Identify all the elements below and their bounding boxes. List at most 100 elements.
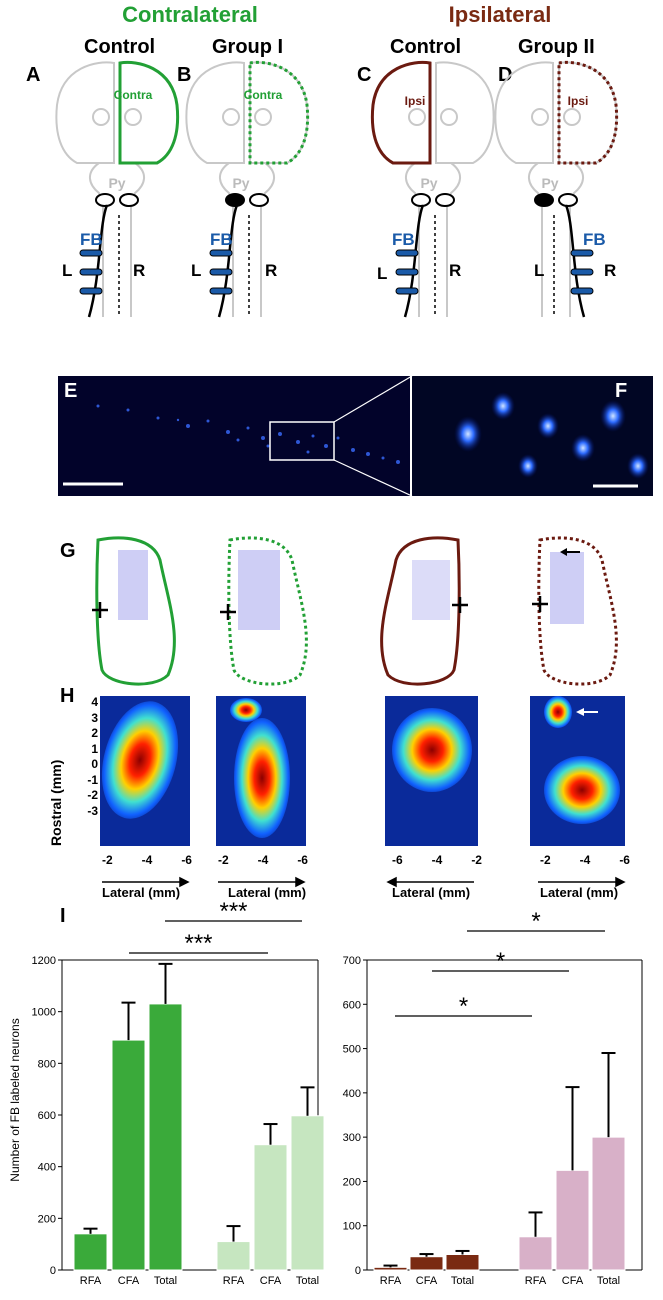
heading-ipsilateral: Ipsilateral	[448, 2, 552, 27]
heading-contralateral: Contralateral	[122, 2, 258, 27]
bar	[253, 1144, 288, 1271]
panel-letter-a: A	[26, 64, 41, 86]
y-tick-label: 700	[343, 955, 361, 967]
y-tick: 3	[91, 710, 98, 725]
category-label: RFA	[525, 1275, 547, 1287]
title-group-i: Group I	[212, 36, 284, 58]
y-tick-label: 0	[355, 1265, 361, 1277]
label-py-b: Py	[232, 175, 249, 191]
label-r-d: R	[604, 261, 617, 280]
x-ticks-h1: -2 -4 -6	[102, 853, 192, 867]
diagram-a: Contra Py	[55, 60, 180, 318]
significance-stars: *	[531, 908, 540, 935]
panel-letter-e: E	[64, 380, 78, 402]
y-tick-label: 600	[38, 1110, 56, 1122]
y-tick-label: 1000	[32, 1007, 56, 1019]
heatmaps	[100, 696, 626, 888]
y-tick-label: 200	[38, 1213, 56, 1225]
panel-letter-h: H	[60, 685, 75, 707]
diagram-d: Ipsi Py	[494, 60, 619, 318]
bar	[111, 1039, 146, 1271]
category-label: Total	[154, 1275, 177, 1287]
heatmap-y-ticks: 4 3 2 1 0 -1 -2 -3	[82, 695, 98, 819]
title-control-ipsi: Control	[390, 36, 462, 58]
x-label-h1: Lateral (mm)	[102, 885, 181, 900]
significance-stars: *	[496, 948, 505, 975]
bar	[148, 1003, 183, 1271]
title-group-ii: Group II	[518, 36, 595, 58]
cortex-maps	[92, 536, 618, 686]
bar-chart-ipsilateral: 0 100 200 300 400 500 600 700 RFA CFA Total RFA CFA T…	[343, 955, 643, 1287]
brain-diagrams: Contra Py Contra Py Ipsi Py Ipsi Py	[55, 60, 619, 318]
diagram-c: Ipsi Py	[370, 60, 495, 318]
label-r-b: R	[265, 261, 278, 280]
y-tick: 1	[91, 741, 98, 756]
x-ticks-h3: -6 -4 -2	[392, 853, 482, 867]
label-py-d: Py	[541, 175, 558, 191]
label-py-c: Py	[420, 175, 437, 191]
label-ipsi-d: Ipsi	[568, 94, 589, 108]
significance-stars: ***	[184, 930, 212, 957]
category-label: Total	[451, 1275, 474, 1287]
label-l-c: L	[377, 264, 388, 283]
label-fb-a: FB	[80, 230, 103, 249]
panel-letter-c: C	[357, 64, 372, 86]
label-contra-b: Contra	[244, 88, 283, 102]
category-label: Total	[296, 1275, 319, 1287]
y-tick: -3	[87, 803, 98, 818]
panel-letter-b: B	[177, 64, 192, 86]
bar	[445, 1254, 480, 1271]
y-tick-label: 200	[343, 1176, 361, 1188]
diagram-b: Contra Py	[185, 60, 310, 318]
y-tick: 0	[91, 757, 98, 771]
category-label: Total	[597, 1275, 620, 1287]
micrograph-e-f	[58, 376, 653, 496]
y-tick-label: 100	[343, 1221, 361, 1233]
significance-lines: *********	[129, 900, 605, 1020]
label-fb-c: FB	[392, 230, 415, 249]
label-ipsi-c: Ipsi	[405, 94, 426, 108]
x-ticks-h4: -2 -4 -6	[540, 853, 630, 867]
y-tick: 2	[91, 726, 98, 740]
y-tick: -1	[87, 772, 98, 787]
title-control-contra: Control	[84, 36, 156, 58]
bar	[409, 1256, 444, 1271]
y-tick-label: 800	[38, 1058, 56, 1070]
x-label-h2: Lateral (mm)	[228, 885, 307, 900]
y-tick-label: 1200	[32, 955, 56, 967]
label-r-c: R	[449, 261, 462, 280]
category-label: CFA	[562, 1275, 584, 1287]
y-tick-label: 600	[343, 999, 361, 1011]
bar	[373, 1266, 408, 1271]
category-label: CFA	[260, 1275, 282, 1287]
label-fb-d: FB	[583, 230, 606, 249]
label-fb-b: FB	[210, 230, 233, 249]
label-l-b: L	[191, 261, 202, 280]
x-label-h3: Lateral (mm)	[392, 885, 471, 900]
y-tick-label: 0	[50, 1265, 56, 1277]
panel-letter-f: F	[615, 380, 628, 402]
label-l-a: L	[62, 261, 73, 280]
significance-stars: ***	[219, 900, 247, 925]
label-r-a: R	[133, 261, 146, 280]
bar	[591, 1136, 626, 1271]
category-label: RFA	[80, 1275, 102, 1287]
category-label: CFA	[416, 1275, 438, 1287]
bar	[73, 1233, 108, 1271]
category-label: RFA	[380, 1275, 402, 1287]
y-tick-label: 500	[343, 1044, 361, 1056]
label-py-a: Py	[108, 175, 125, 191]
y-tick: 4	[91, 695, 98, 709]
y-tick-label: 400	[343, 1088, 361, 1100]
bar-chart-contralateral: 0 200 400 600 800 1000 1200 RFA CFA Total RFA CFA To…	[32, 955, 325, 1287]
bar	[216, 1241, 251, 1271]
label-contra-a: Contra	[114, 88, 153, 102]
panel-letter-d: D	[498, 64, 513, 86]
label-l-d: L	[534, 261, 545, 280]
panel-letter-g: G	[60, 540, 76, 562]
category-label: CFA	[118, 1275, 140, 1287]
y-tick-label: 400	[38, 1162, 56, 1174]
category-label: RFA	[223, 1275, 245, 1287]
y-tick: -2	[87, 788, 98, 802]
